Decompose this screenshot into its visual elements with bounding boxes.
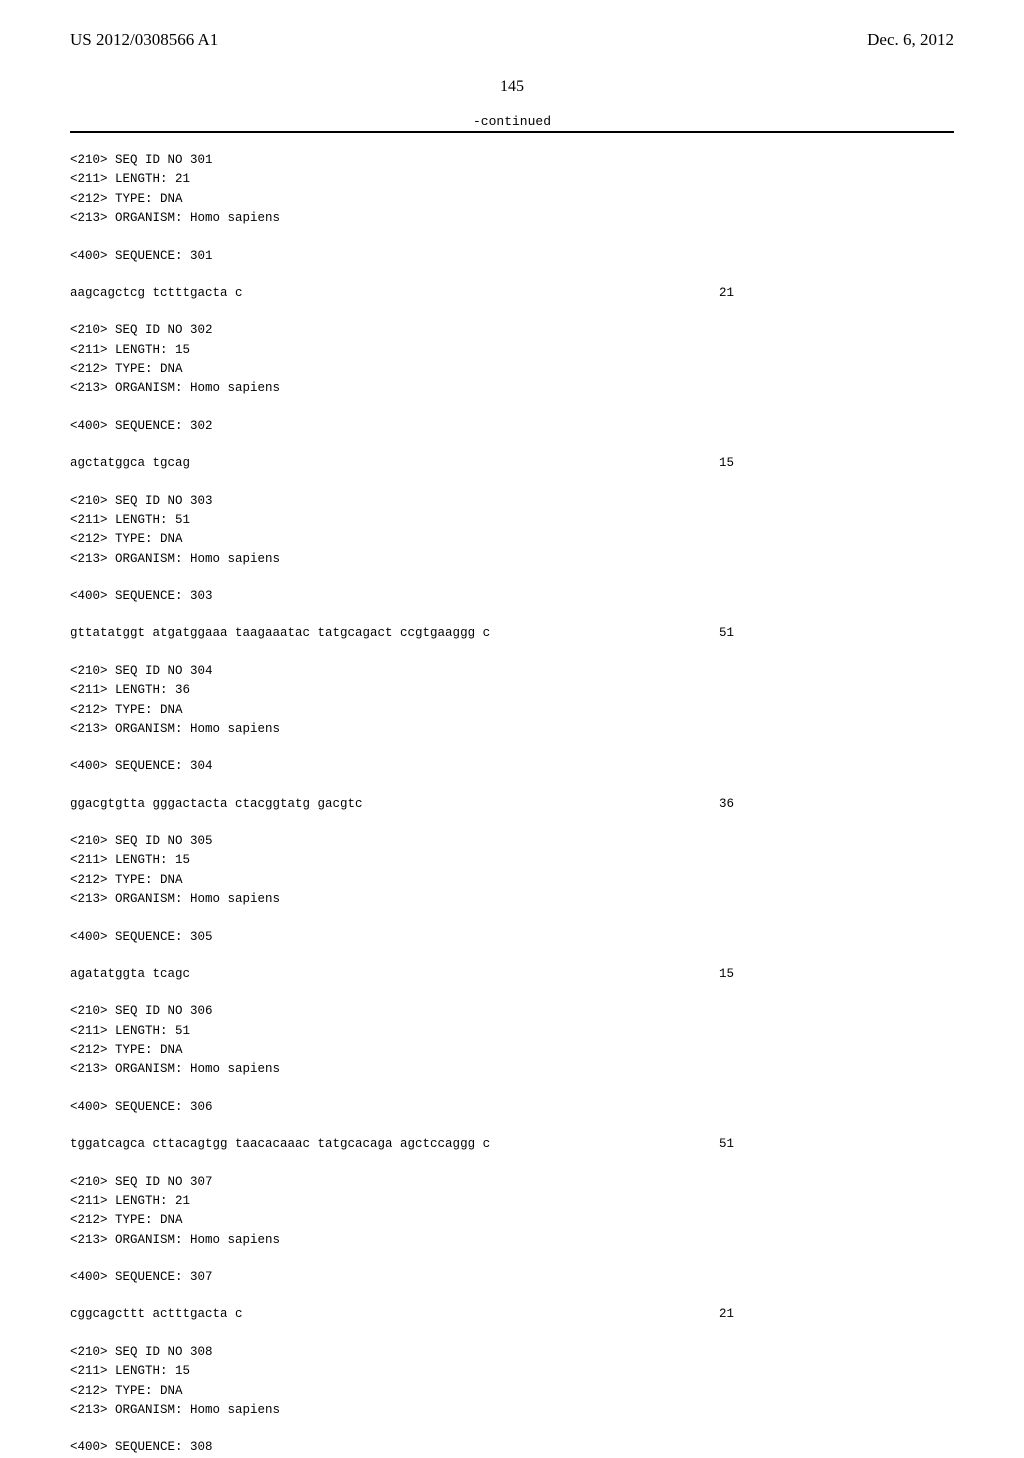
seq-type-line: <212> TYPE: DNA (70, 530, 954, 549)
seq-id-line: <210> SEQ ID NO 305 (70, 832, 954, 851)
seq-id-line: <210> SEQ ID NO 308 (70, 1343, 954, 1362)
seq-organism-line: <213> ORGANISM: Homo sapiens (70, 1060, 954, 1079)
sequence-text: aagcagctcg tctttgacta c (70, 284, 243, 303)
seq-id-line: <210> SEQ ID NO 304 (70, 662, 954, 681)
publication-date: Dec. 6, 2012 (867, 30, 954, 50)
seq-label-line: <400> SEQUENCE: 306 (70, 1098, 954, 1117)
sequence-text: cggcagcttt actttgacta c (70, 1305, 243, 1324)
seq-id-line: <210> SEQ ID NO 303 (70, 492, 954, 511)
seq-type-line: <212> TYPE: DNA (70, 1041, 954, 1060)
sequence-length-value: 36 (719, 795, 734, 814)
sequence-length-value: 51 (719, 1135, 734, 1154)
seq-length-line: <211> LENGTH: 51 (70, 511, 954, 530)
sequence-row: cggcagcttt actttgacta c 21 (70, 1305, 954, 1324)
page-container: US 2012/0308566 A1 Dec. 6, 2012 145 -con… (0, 0, 1024, 1320)
sequence-row: agatatggta tcagc 15 (70, 965, 954, 984)
seq-organism-line: <213> ORGANISM: Homo sapiens (70, 1401, 954, 1420)
sequence-entry: <210> SEQ ID NO 308 <211> LENGTH: 15 <21… (70, 1343, 954, 1458)
sequence-length-value: 21 (719, 284, 734, 303)
sequence-entry: <210> SEQ ID NO 307 <211> LENGTH: 21 <21… (70, 1173, 954, 1325)
sequence-entry: <210> SEQ ID NO 304 <211> LENGTH: 36 <21… (70, 662, 954, 814)
sequence-text: tggatcagca cttacagtgg taacacaaac tatgcac… (70, 1135, 490, 1154)
sequence-row: agctatggca tgcag 15 (70, 454, 954, 473)
page-header: US 2012/0308566 A1 Dec. 6, 2012 (70, 30, 954, 50)
seq-label-line: <400> SEQUENCE: 302 (70, 417, 954, 436)
seq-length-line: <211> LENGTH: 15 (70, 1362, 954, 1381)
seq-length-line: <211> LENGTH: 36 (70, 681, 954, 700)
page-number: 145 (70, 78, 954, 96)
seq-type-line: <212> TYPE: DNA (70, 1382, 954, 1401)
seq-organism-line: <213> ORGANISM: Homo sapiens (70, 209, 954, 228)
sequence-entry: <210> SEQ ID NO 303 <211> LENGTH: 51 <21… (70, 492, 954, 644)
sequence-entry: <210> SEQ ID NO 305 <211> LENGTH: 15 <21… (70, 832, 954, 984)
sequence-row: ggacgtgtta gggactacta ctacggtatg gacgtc … (70, 795, 954, 814)
seq-length-line: <211> LENGTH: 21 (70, 170, 954, 189)
sequence-length-value: 21 (719, 1305, 734, 1324)
continued-label: -continued (70, 114, 954, 129)
sequence-entry: <210> SEQ ID NO 306 <211> LENGTH: 51 <21… (70, 1002, 954, 1154)
seq-id-line: <210> SEQ ID NO 306 (70, 1002, 954, 1021)
seq-organism-line: <213> ORGANISM: Homo sapiens (70, 550, 954, 569)
sequence-row: tggatcagca cttacagtgg taacacaaac tatgcac… (70, 1135, 954, 1154)
seq-organism-line: <213> ORGANISM: Homo sapiens (70, 1231, 954, 1250)
seq-organism-line: <213> ORGANISM: Homo sapiens (70, 890, 954, 909)
sequence-row: gttatatggt atgatggaaa taagaaatac tatgcag… (70, 624, 954, 643)
seq-id-line: <210> SEQ ID NO 301 (70, 151, 954, 170)
seq-label-line: <400> SEQUENCE: 307 (70, 1268, 954, 1287)
seq-type-line: <212> TYPE: DNA (70, 190, 954, 209)
seq-length-line: <211> LENGTH: 15 (70, 341, 954, 360)
seq-id-line: <210> SEQ ID NO 302 (70, 321, 954, 340)
seq-type-line: <212> TYPE: DNA (70, 701, 954, 720)
sequence-length-value: 51 (719, 624, 734, 643)
sequence-entry: <210> SEQ ID NO 301 <211> LENGTH: 21 <21… (70, 151, 954, 303)
seq-id-line: <210> SEQ ID NO 307 (70, 1173, 954, 1192)
sequence-text: agatatggta tcagc (70, 965, 190, 984)
seq-organism-line: <213> ORGANISM: Homo sapiens (70, 379, 954, 398)
sequence-length-value: 15 (719, 965, 734, 984)
horizontal-rule-top (70, 131, 954, 133)
seq-label-line: <400> SEQUENCE: 308 (70, 1438, 954, 1457)
seq-length-line: <211> LENGTH: 21 (70, 1192, 954, 1211)
sequence-text: gttatatggt atgatggaaa taagaaatac tatgcag… (70, 624, 490, 643)
sequence-text: ggacgtgtta gggactacta ctacggtatg gacgtc (70, 795, 363, 814)
seq-length-line: <211> LENGTH: 51 (70, 1022, 954, 1041)
seq-length-line: <211> LENGTH: 15 (70, 851, 954, 870)
publication-number: US 2012/0308566 A1 (70, 30, 218, 50)
seq-type-line: <212> TYPE: DNA (70, 1211, 954, 1230)
seq-label-line: <400> SEQUENCE: 305 (70, 928, 954, 947)
seq-label-line: <400> SEQUENCE: 304 (70, 757, 954, 776)
seq-type-line: <212> TYPE: DNA (70, 871, 954, 890)
seq-label-line: <400> SEQUENCE: 301 (70, 247, 954, 266)
sequence-entry: <210> SEQ ID NO 302 <211> LENGTH: 15 <21… (70, 321, 954, 473)
sequence-row: aagcagctcg tctttgacta c 21 (70, 284, 954, 303)
seq-label-line: <400> SEQUENCE: 303 (70, 587, 954, 606)
sequence-text: agctatggca tgcag (70, 454, 190, 473)
sequence-length-value: 15 (719, 454, 734, 473)
seq-organism-line: <213> ORGANISM: Homo sapiens (70, 720, 954, 739)
seq-type-line: <212> TYPE: DNA (70, 360, 954, 379)
